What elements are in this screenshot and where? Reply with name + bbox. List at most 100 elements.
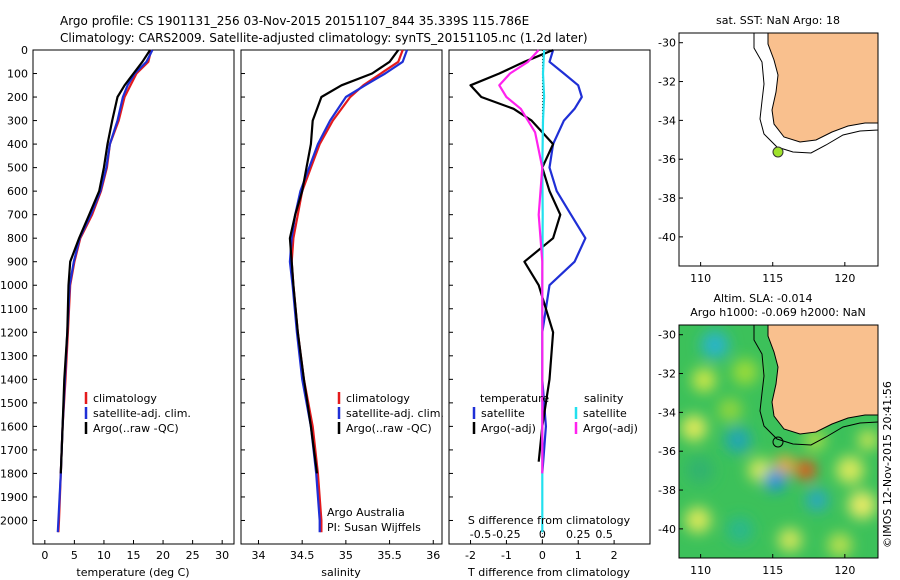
x-tick-label: 35 (339, 549, 353, 562)
depth-tick-label: 800 (7, 232, 28, 245)
sst-map-axes: 110 115 120 -30 -32 -34 -36 -38 -40 (658, 37, 855, 285)
depth-tick-label: 200 (7, 91, 28, 104)
map-lon-label: 110 (690, 272, 711, 285)
x-tick-label: 15 (127, 549, 141, 562)
x-tick-label: 34.5 (290, 549, 315, 562)
sla-landmass (767, 325, 878, 435)
map-lon-label: 120 (834, 272, 855, 285)
sla-map-axes: 110 115 120 -30 -32 -34 -36 -38 -40 (658, 329, 855, 577)
argo-float-marker-sla (772, 436, 784, 448)
x-tick-label: 5 (71, 549, 78, 562)
difference-legend: temperature satellite Argo(-adj) salinit… (472, 392, 638, 435)
x-tick-label: 35.5 (377, 549, 402, 562)
difference-panel-frame (448, 49, 651, 545)
series-line-argo-raw-qc- (288, 49, 400, 474)
sst-map-frame (678, 32, 879, 267)
depth-tick-label: 300 (7, 115, 28, 128)
map-lon-label: 110 (690, 564, 711, 577)
map-lat-label: -36 (658, 445, 676, 458)
x-tick-label: 20 (156, 549, 170, 562)
depth-tick-label: 700 (7, 209, 28, 222)
sla-map-title-1: Altim. SLA: -0.014 (713, 292, 812, 305)
map-lon-label: 120 (834, 564, 855, 577)
depth-tick-label: 1600 (0, 420, 28, 433)
map-lat-label: -32 (658, 368, 676, 381)
legend-label-argo: Argo(..raw -QC) (346, 422, 432, 435)
depth-tick-label: 1900 (0, 491, 28, 504)
sst-map-title: sat. SST: NaN Argo: 18 (716, 14, 840, 27)
salinity-panel: 34 34.5 35 35.5 36 (251, 49, 440, 562)
legend-title-salinity: salinity (584, 392, 624, 405)
map-lat-label: -40 (658, 523, 676, 536)
map-lat-label: -34 (658, 114, 676, 127)
x-tick-label: 36 (426, 549, 440, 562)
map-lat-label: -30 (658, 37, 676, 50)
depth-tick-label: 1800 (0, 467, 28, 480)
depth-tick-label: 1500 (0, 397, 28, 410)
legend-label-climatology: climatology (93, 392, 157, 405)
depth-tick-label: 900 (7, 256, 28, 269)
temperature-panel-frame (32, 49, 235, 545)
series-line-argo-raw-qc- (59, 49, 152, 474)
s-difference-tick-label: -0.25 (492, 528, 520, 541)
depth-tick-label: 2000 (0, 514, 28, 527)
map-lat-label: -34 (658, 406, 676, 419)
depth-tick-label: 100 (7, 68, 28, 81)
t-difference-axis-label: T difference from climatology (467, 566, 630, 579)
annotation-argo-australia: Argo Australia (327, 506, 405, 519)
salinity-panel-frame (240, 49, 443, 545)
depth-tick-label: 1200 (0, 326, 28, 339)
map-lon-label: 115 (762, 564, 783, 577)
map-lat-label: -40 (658, 231, 676, 244)
x-tick-label: -2 (465, 549, 476, 562)
legend-label-temperature-satellite: satellite (481, 407, 525, 420)
series-line-climatology (57, 49, 153, 533)
series-line-climatology (290, 49, 404, 533)
map-lat-label: -32 (658, 76, 676, 89)
x-tick-label: 10 (97, 549, 111, 562)
series-line-temperature-satellite (541, 49, 587, 474)
legend-label-salinity-argo: Argo(-adj) (583, 422, 638, 435)
x-tick-label: 2 (611, 549, 618, 562)
sla-shelf-outline (753, 325, 878, 446)
legend-label-climatology: climatology (346, 392, 410, 405)
sst-landmass (767, 33, 878, 143)
map-lat-label: -38 (658, 192, 676, 205)
x-tick-label: 25 (186, 549, 200, 562)
depth-tick-label: 1300 (0, 350, 28, 363)
series-line-satellite-adj-clim- (56, 49, 154, 533)
depth-tick-label: 1700 (0, 444, 28, 457)
sla-field (681, 331, 878, 557)
x-tick-label: -1 (501, 549, 512, 562)
depth-tick-label: 400 (7, 138, 28, 151)
series-line-salinity-argo-adj- (498, 49, 544, 474)
sst-map: sat. SST: NaN Argo: 18 110 115 120 -30 -32 -3… (658, 14, 879, 285)
sla-map-frame (678, 324, 879, 559)
temperature-axis-label: temperature (deg C) (76, 566, 189, 579)
depth-tick-label: 1000 (0, 279, 28, 292)
annotation-pi: PI: Susan Wijffels (327, 521, 421, 534)
legend-title-temperature: temperature (480, 392, 549, 405)
s-difference-tick-label: -0.5 (470, 528, 491, 541)
legend-label-temperature-argo: Argo(-adj) (481, 422, 536, 435)
s-difference-tick-label: 0.25 (566, 528, 591, 541)
difference-panel: -2 -1 0 1 2 -0.5 -0.25 0 0.25 0.5 (465, 48, 618, 562)
legend-label-argo: Argo(..raw -QC) (93, 422, 179, 435)
temperature-panel: 0 5 10 15 20 25 30 (41, 49, 229, 562)
s-difference-tick-label: 0 (539, 528, 546, 541)
header-line-1: Argo profile: CS 1901131_256 03-Nov-2015… (60, 14, 529, 28)
map-lat-label: -36 (658, 153, 676, 166)
series-line-temperature-argo-adj- (469, 48, 562, 462)
depth-tick-label: 1400 (0, 373, 28, 386)
temperature-legend: climatology satellite-adj. clim. Argo(..… (84, 392, 191, 435)
legend-label-salinity-satellite: satellite (583, 407, 627, 420)
depth-tick-label: 600 (7, 185, 28, 198)
s-difference-tick-label: 0.5 (595, 528, 613, 541)
legend-label-satellite: satellite-adj. clim. (346, 407, 444, 420)
series-line-satellite-adj-clim- (288, 49, 409, 533)
depth-tick-label: 0 (21, 44, 28, 57)
x-tick-label: 34 (251, 549, 265, 562)
header-line-2: Climatology: CARS2009. Satellite-adjuste… (60, 31, 588, 45)
sla-map: Altim. SLA: -0.014 Argo h1000: -0.069 h2… (658, 292, 879, 577)
